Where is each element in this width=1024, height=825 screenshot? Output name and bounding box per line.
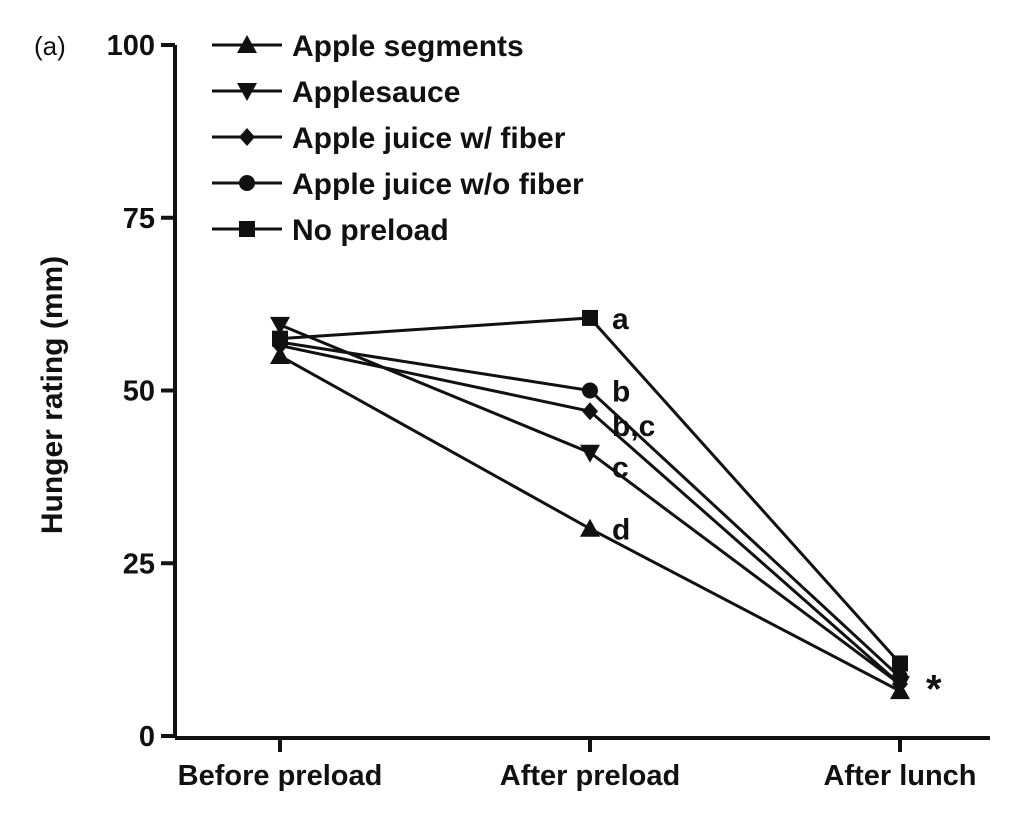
y-tick-label: 25 (123, 548, 155, 580)
point-apple-segments-before-preload (270, 345, 290, 364)
legend-label: Apple segments (292, 30, 524, 63)
significance-letter: d (612, 514, 630, 547)
legend-item-apple-juice-w-fiber: Apple juice w/ fiber (212, 122, 566, 155)
significance-letter: c (612, 452, 629, 485)
point-no-preload-before-preload (272, 330, 288, 347)
series-lines (279, 316, 902, 693)
point-apple-juice-w-fiber-after-preload (582, 402, 598, 421)
point-apple-juice-w-o-fiber-after-preload (582, 382, 598, 399)
significance-letter: b (612, 376, 630, 409)
significance-letter: b,c (612, 410, 655, 443)
x-tick-label-after-preload: After preload (500, 760, 680, 792)
legend-label: Apple juice w/ fiber (292, 122, 566, 155)
point-applesauce-before-preload (270, 316, 290, 335)
significance-asterisk: * (926, 668, 942, 712)
legend-marker-circle (239, 175, 255, 191)
point-apple-juice-w-o-fiber-after-lunch (892, 669, 908, 686)
panel-label: (a) (34, 31, 66, 61)
legend-marker-triangle-up (237, 35, 257, 53)
legend-item-applesauce: Applesauce (212, 76, 460, 109)
point-no-preload-after-lunch (892, 655, 908, 672)
significance-annotations: a bb,c cd * (612, 303, 942, 712)
legend-marker-diamond (239, 128, 255, 146)
point-no-preload-after-preload (582, 309, 598, 326)
significance-letter: a (612, 303, 629, 336)
y-tick-label: 0 (139, 721, 155, 753)
legend-marker-square (239, 221, 255, 237)
point-apple-segments-after-preload (580, 518, 600, 537)
series-markers (270, 309, 910, 700)
y-tick-label: 75 (123, 203, 155, 235)
legend-label: Apple juice w/o fiber (292, 168, 584, 201)
x-tick-label-before-preload: Before preload (178, 760, 383, 792)
x-tick-label-after-lunch: After lunch (823, 760, 976, 792)
point-applesauce-after-preload (580, 444, 600, 463)
legend-item-apple-segments: Apple segments (212, 30, 524, 63)
legend-item-apple-juice-w-o-fiber: Apple juice w/o fiber (212, 168, 584, 201)
legend-marker-triangle-down (237, 83, 257, 101)
y-tick-label: 50 (123, 376, 155, 408)
legend-item-no-preload: No preload (212, 214, 449, 247)
legend: Apple segments Applesauce Apple juice w/ f… (212, 30, 584, 247)
axes: 0 25 50 75 100 Before preload After preload Aft… (36, 30, 990, 792)
legend-label: No preload (292, 214, 449, 247)
y-tick-label: 100 (107, 30, 155, 62)
series-line-no-preload (279, 316, 902, 665)
legend-label: Applesauce (292, 76, 460, 109)
y-axis-title: Hunger rating (mm) (36, 256, 69, 534)
series-line-applesauce (279, 323, 901, 686)
